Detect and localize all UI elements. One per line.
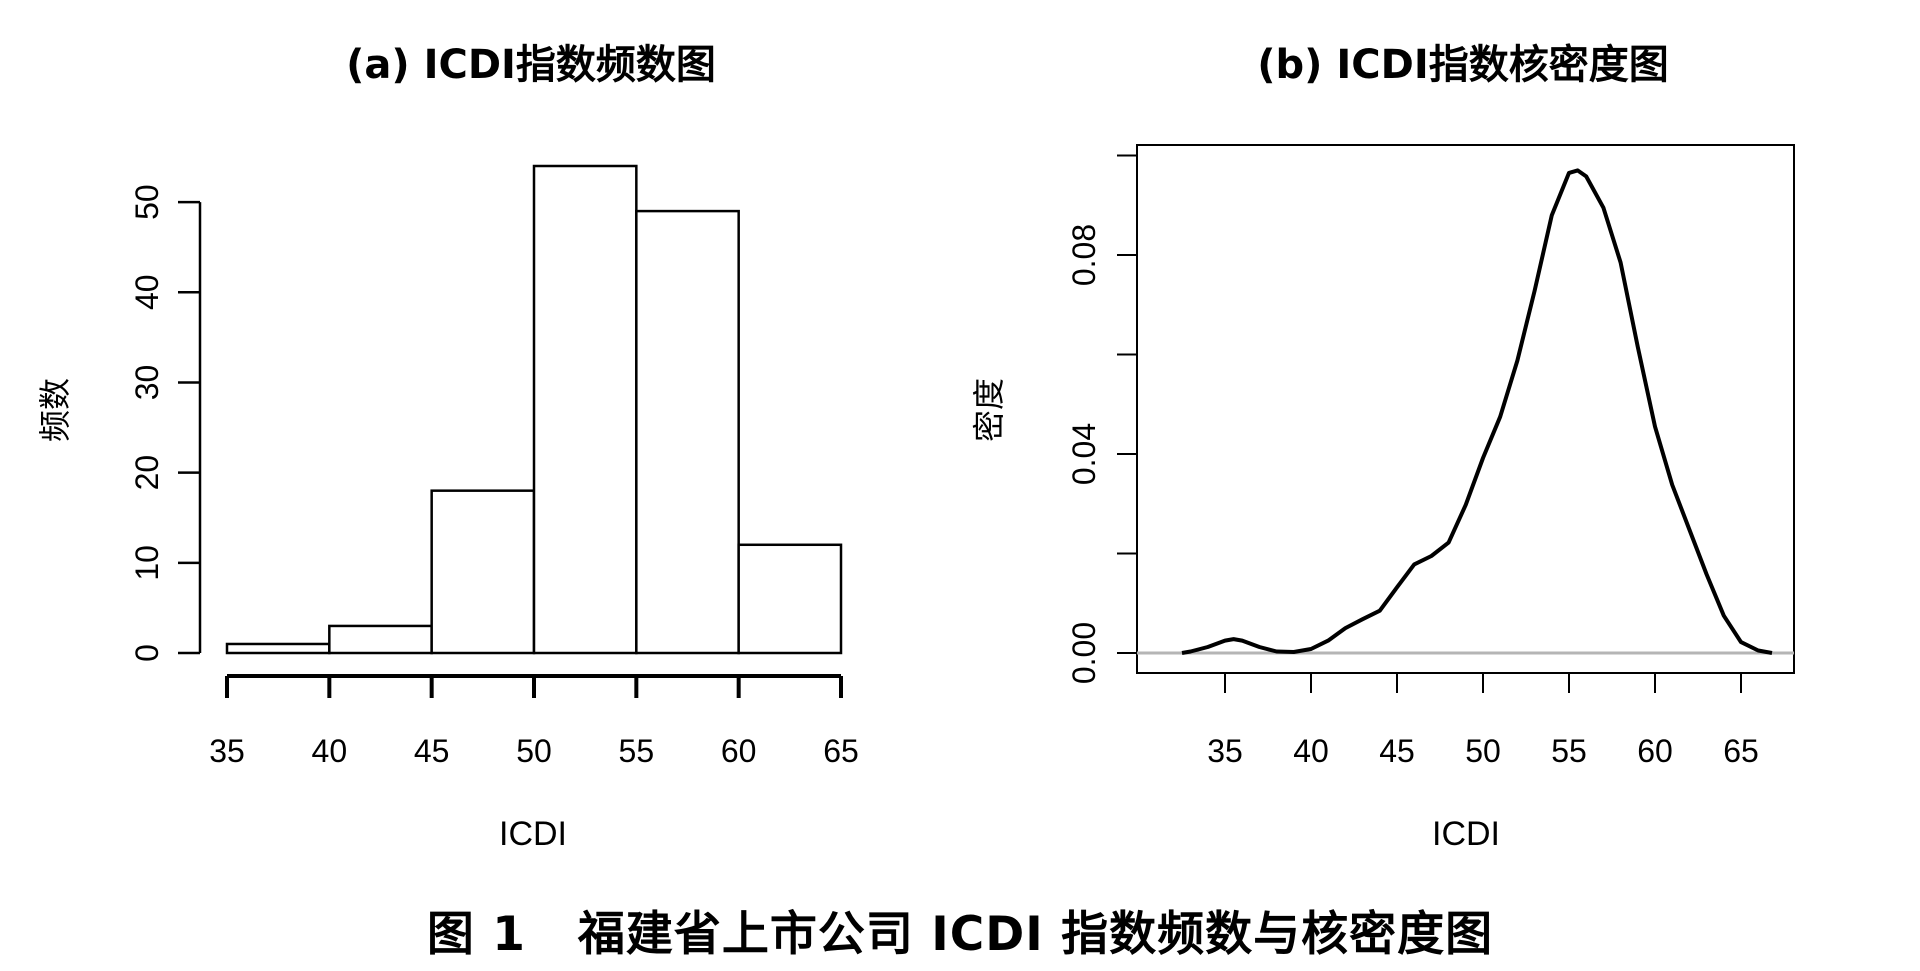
histogram-x-tick-label: 35 <box>209 733 245 769</box>
histogram-bar <box>532 164 638 655</box>
density-y-tick-label: 0.00 <box>1066 622 1102 684</box>
histogram-y-tick-label: 30 <box>129 365 165 401</box>
density-x-tick-label: 55 <box>1551 733 1587 769</box>
density-y-tick-label: 0.08 <box>1066 224 1102 286</box>
density-y-axis-label: 密度 <box>970 378 1008 442</box>
histogram-bar <box>635 209 740 655</box>
histogram-bar <box>430 489 536 655</box>
density-plot-frame <box>1136 144 1795 674</box>
histogram-bar <box>737 543 843 655</box>
figure-caption: 图 1 福建省上市公司 ICDI 指数频数与核密度图 <box>0 895 1920 964</box>
histogram-bar <box>225 642 331 655</box>
density-x-tick-label: 35 <box>1207 733 1243 769</box>
histogram-x-tick-label: 40 <box>312 733 348 769</box>
density-panel: (b) ICDI指数核密度图 0.00 0.04 0.08 35 40 45 50 55 60… <box>970 42 1795 853</box>
density-x-tick-label: 60 <box>1637 733 1673 769</box>
density-x-axis-label: ICDI <box>1432 815 1500 853</box>
histogram-title: (a) ICDI指数频数图 <box>346 42 716 88</box>
histogram-x-tick-label: 55 <box>619 733 655 769</box>
histogram-panel: (a) ICDI指数频数图 0 10 20 30 40 50 35 40 45 50 55 60 65… <box>36 42 859 853</box>
figure-caption-text: 福建省上市公司 ICDI 指数频数与核密度图 <box>577 907 1494 962</box>
histogram-x-tick-label: 50 <box>516 733 552 769</box>
figure-caption-label: 图 1 <box>426 907 526 962</box>
histogram-y-tick-label: 10 <box>129 545 165 581</box>
histogram-y-tick-label: 20 <box>129 455 165 491</box>
density-x-tick-label: 40 <box>1293 733 1329 769</box>
histogram-x-tick-label: 60 <box>721 733 757 769</box>
histogram-x-tick-label: 65 <box>823 733 859 769</box>
density-curve <box>1181 168 1773 655</box>
density-x-tick-label: 45 <box>1379 733 1415 769</box>
histogram-y-axis-label: 频数 <box>36 378 74 442</box>
histogram-x-axis-label: ICDI <box>499 815 567 853</box>
histogram-y-tick-label: 40 <box>129 274 165 310</box>
histogram-bar <box>328 624 433 655</box>
histogram-y-tick-label: 0 <box>129 644 165 662</box>
density-x-tick-label: 50 <box>1465 733 1501 769</box>
histogram-y-tick-label: 50 <box>129 184 165 220</box>
density-title: (b) ICDI指数核密度图 <box>1257 42 1668 88</box>
histogram-x-tick-label: 45 <box>414 733 450 769</box>
density-x-tick-label: 65 <box>1723 733 1759 769</box>
density-y-tick-label: 0.04 <box>1066 423 1102 485</box>
